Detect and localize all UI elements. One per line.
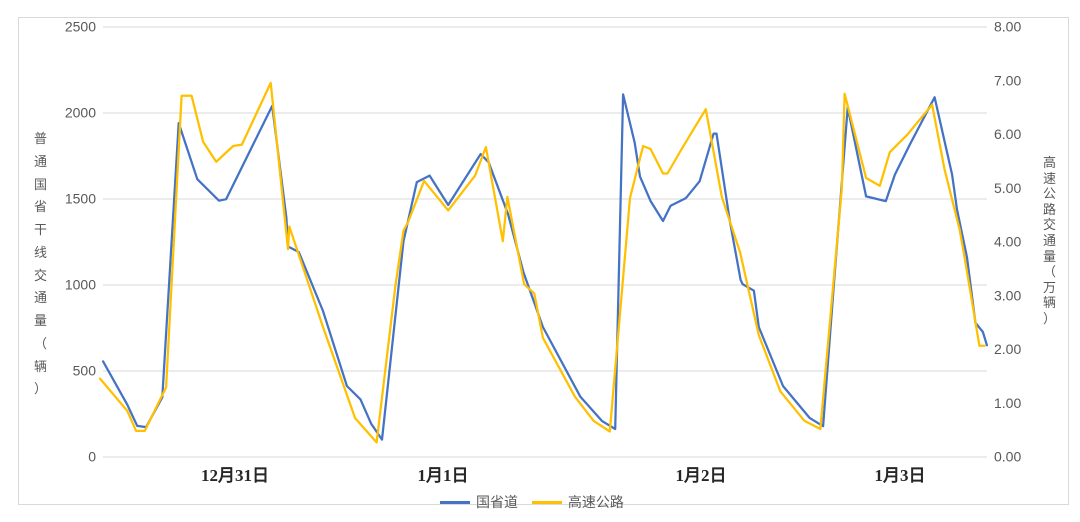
svg-text:2.00: 2.00 xyxy=(994,341,1021,357)
svg-text:500: 500 xyxy=(73,363,97,379)
svg-text:0.00: 0.00 xyxy=(994,449,1021,465)
svg-text:2500: 2500 xyxy=(65,19,96,35)
svg-text:0: 0 xyxy=(88,449,96,465)
svg-text:3.00: 3.00 xyxy=(994,287,1021,303)
svg-text:1.00: 1.00 xyxy=(994,395,1021,411)
svg-text:7.00: 7.00 xyxy=(994,72,1021,88)
svg-text:4.00: 4.00 xyxy=(994,234,1021,250)
svg-text:2000: 2000 xyxy=(65,105,96,121)
svg-text:1000: 1000 xyxy=(65,277,96,293)
svg-text:8.00: 8.00 xyxy=(994,19,1021,35)
svg-text:6.00: 6.00 xyxy=(994,126,1021,142)
svg-text:1500: 1500 xyxy=(65,191,96,207)
svg-text:5.00: 5.00 xyxy=(994,180,1021,196)
